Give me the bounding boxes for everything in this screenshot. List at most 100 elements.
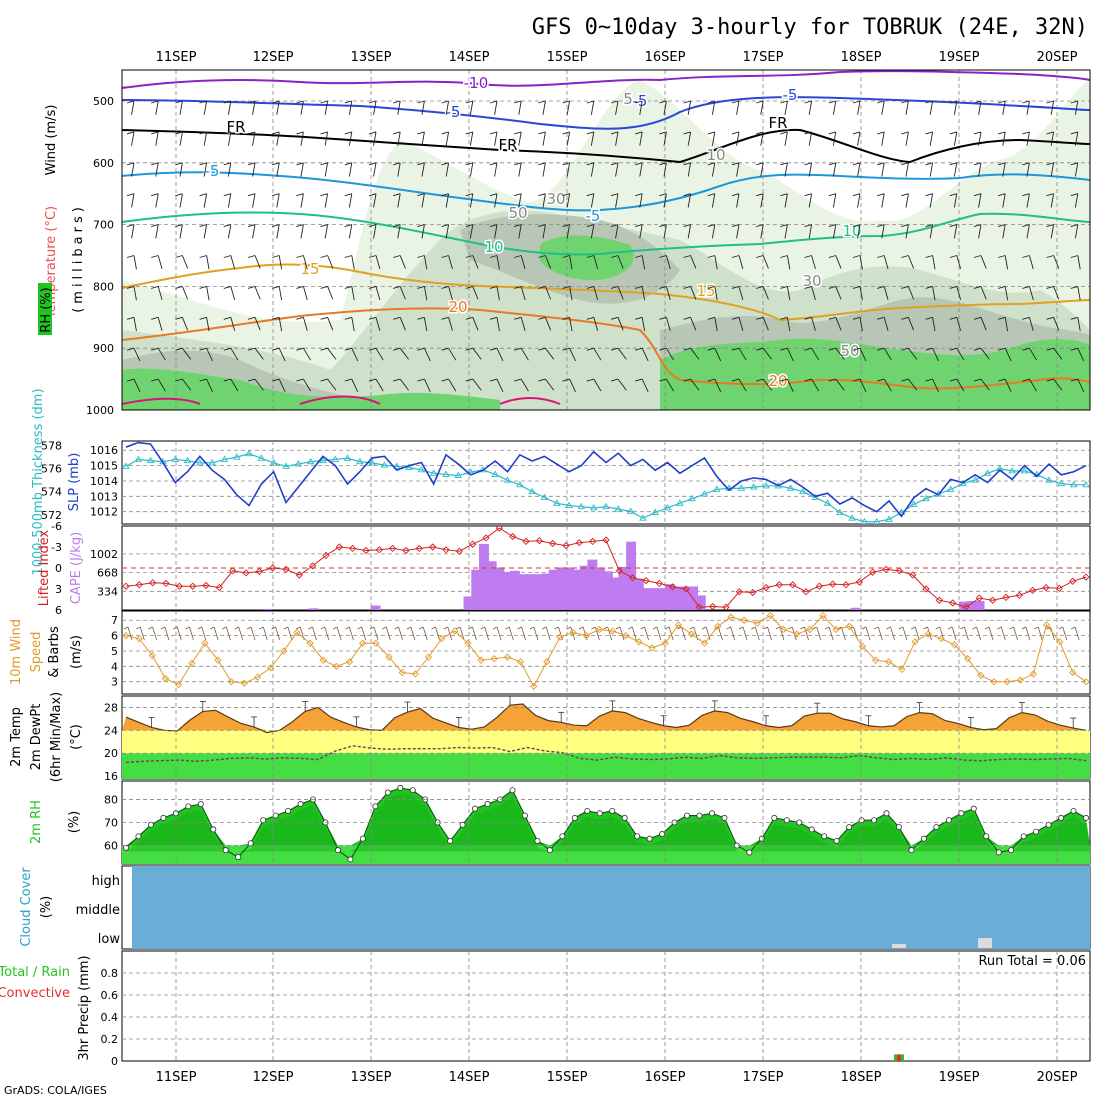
cape-bar (509, 570, 520, 610)
lifted-index-point (175, 582, 183, 590)
wind-barb-flag (272, 131, 280, 135)
wind-barb-flag (756, 224, 764, 228)
wind-barb-staff (227, 162, 232, 177)
lifted-index-point (975, 594, 983, 602)
wind-barb-flag (417, 255, 425, 258)
wind-barb-staff (131, 162, 135, 177)
wind-barb-staff (472, 347, 482, 360)
wind-barb-staff (932, 255, 936, 270)
wind-barb-staff (1077, 348, 1085, 362)
wind-barb-staff (448, 409, 450, 410)
wind-barb-staff (738, 317, 744, 331)
wind-barb-flag (925, 224, 933, 228)
wind-barb-staff (279, 409, 280, 410)
wind-barb-staff (300, 131, 304, 146)
lifted-index-point (629, 574, 637, 582)
wind-speed-point (885, 658, 893, 666)
lifted-index-point (815, 582, 823, 590)
wind-barb-flag (828, 255, 836, 258)
contour-label: 15 (696, 282, 715, 300)
wind-barb-staff (496, 255, 500, 270)
lifted-index-point (762, 583, 770, 592)
wind10-barb-flag (357, 626, 362, 630)
wind-barb-flag (973, 285, 982, 289)
rh-point (908, 847, 915, 854)
wind10-barb (385, 626, 391, 641)
wind10-barb-flag (665, 626, 670, 630)
wind-barb-flag (804, 162, 812, 166)
wind-barb-flag (586, 100, 594, 104)
wind-barb-staff (1077, 378, 1085, 392)
wind-barb-staff (230, 317, 236, 331)
lifted-index-point (935, 596, 943, 604)
rh-point (584, 807, 591, 814)
wind-barb-staff (203, 100, 208, 115)
wind-barb-flag (489, 100, 498, 104)
wind10-barb (644, 626, 649, 641)
wind-barb-flag (1022, 100, 1030, 104)
wind-barb-staff (881, 131, 885, 146)
wind-barb-staff (883, 317, 889, 331)
wind-barb-flag (417, 224, 425, 228)
wind-barb-flag (175, 347, 183, 351)
wind-barb-flag (368, 347, 377, 351)
wind-barb-flag (562, 378, 570, 382)
top-date-label: 12SEP (253, 50, 294, 65)
wind-barb-staff (590, 100, 595, 115)
wind-barb-staff (615, 100, 619, 115)
wind-barb-staff (639, 224, 643, 239)
wind-barb-flag (659, 131, 667, 135)
wind-speed-point (148, 651, 156, 660)
thickness-point (442, 470, 450, 477)
wind-barb-staff (932, 348, 939, 362)
wind-barb-staff (736, 224, 740, 239)
wind-barb-flag (344, 131, 352, 135)
wind-barb-flag (489, 131, 498, 135)
precip-bar-convective (897, 1054, 901, 1061)
wind-barb-staff (929, 162, 934, 177)
rh-point (596, 810, 603, 817)
wind-barb-staff (518, 100, 522, 115)
wind10-barb (681, 626, 686, 641)
wind-speed-point (543, 658, 551, 666)
wind-barb-flag (586, 131, 594, 135)
lifted-index-point (135, 581, 143, 589)
wind-barb-flag (393, 255, 401, 258)
thickness-point (737, 484, 746, 491)
wind-barb-flag (852, 255, 861, 258)
cape-ylabel-left: Lifted Index (37, 529, 52, 606)
wind-barb-flag (852, 100, 861, 104)
lifted-index-point (989, 596, 997, 604)
wind-barb-flag (1022, 316, 1030, 320)
wind10-barb-flag (382, 626, 387, 630)
wind-barb-flag (731, 285, 740, 289)
wind-barb-staff (1002, 100, 1006, 115)
cape-bar (641, 588, 652, 610)
thickness-point (1082, 480, 1090, 488)
rh-ylabel-b: (%) (67, 811, 82, 834)
wind-barb-staff (566, 162, 571, 177)
wind-barb-staff (932, 409, 934, 410)
wind-barb-flag (973, 347, 982, 351)
cape-li-panel: -6 -3 0 3 6 1002 668 334 Lifted Index CAPE (J/k… (37, 520, 1091, 617)
wind10-barb (275, 626, 280, 641)
wind10-barb-flag (332, 626, 338, 630)
wind-barb-staff (469, 224, 474, 239)
wind-barb-flag (925, 316, 933, 320)
wind-barb-flag (465, 162, 473, 166)
wind-barb-flag (998, 193, 1006, 197)
wind10-barb-flag (419, 626, 424, 630)
wind-barb-flag (925, 100, 933, 104)
wind-barb-staff (327, 286, 334, 300)
wind-barb-flag (731, 100, 740, 104)
wind-barb-flag (393, 224, 401, 228)
wind-barb-staff (835, 317, 842, 331)
cape-bar (478, 543, 489, 610)
wind10-barb-flag (222, 626, 227, 630)
wind-barb-flag (1022, 162, 1030, 166)
thickness-point (1069, 480, 1078, 488)
wind10-barb-flag (455, 626, 461, 630)
thickness-point (946, 485, 955, 492)
rh-point (534, 837, 541, 844)
rh-area-green-2 (122, 368, 500, 410)
